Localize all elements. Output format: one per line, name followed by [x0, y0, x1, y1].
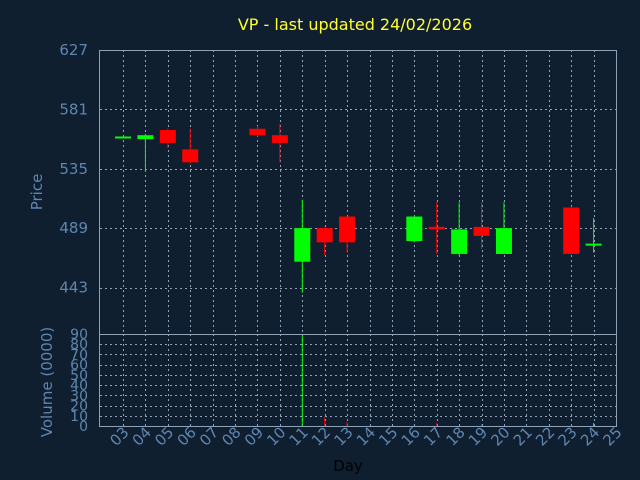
volume-tick-label-20: 20 [70, 399, 88, 415]
price-panel-frame [99, 50, 617, 335]
volume-tick-label-10: 10 [70, 409, 88, 425]
candle-day-16 [406, 216, 423, 243]
candle-day-18 [451, 202, 468, 256]
price-tick-label-627: 627 [59, 41, 88, 59]
candle-day-12 [316, 226, 333, 256]
x-axis-label: Day [333, 457, 363, 475]
candle-day-05 [159, 128, 176, 149]
volume-tick-label-40: 40 [70, 378, 88, 394]
candle-body-18 [451, 229, 468, 254]
candle-day-24 [585, 217, 602, 253]
volume-tick-label-30: 30 [70, 388, 88, 404]
volume-grid [100, 334, 617, 427]
candle-body-04 [137, 135, 154, 140]
volume-axis-label: Volume (0000) [38, 327, 56, 437]
candle-body-03 [115, 136, 131, 139]
candle-body-16 [406, 216, 423, 242]
candle-body-11 [294, 228, 311, 262]
price-tick-label-581: 581 [59, 100, 88, 118]
candle-body-10 [271, 135, 288, 143]
candle-body-05 [159, 130, 176, 143]
candle-body-19 [473, 226, 490, 236]
candle-body-09 [249, 128, 266, 136]
candle-day-13 [339, 216, 356, 253]
candle-body-23 [563, 207, 580, 254]
candles [115, 123, 602, 293]
candle-day-09 [249, 126, 266, 137]
candle-body-17 [428, 226, 445, 230]
chart-title: VP - last updated 24/02/2026 [238, 15, 472, 34]
volume-tick-label-60: 60 [70, 358, 88, 374]
price-tick-label-535: 535 [59, 160, 88, 178]
volume-panel-frame [99, 334, 617, 427]
candle-day-19 [473, 202, 490, 249]
candle-day-10 [271, 123, 288, 163]
candle-day-20 [495, 202, 512, 254]
price-tick-label-489: 489 [59, 219, 88, 237]
candle-body-13 [339, 216, 356, 243]
volume-tick-label-80: 80 [70, 337, 88, 353]
candle-day-11 [294, 199, 311, 293]
volume-tick-label-0: 0 [79, 419, 88, 435]
x-tick-label-25: 25 [599, 423, 625, 449]
candle-day-23 [563, 207, 580, 254]
candle-body-06 [182, 149, 199, 163]
price-tick-labels: 627 581 535 489 443 [59, 41, 88, 297]
volume-tick-label-90: 90 [70, 327, 88, 343]
candle-body-24 [585, 243, 602, 246]
price-tick-label-443: 443 [59, 279, 88, 297]
volume-tick-label-70: 70 [70, 347, 88, 363]
price-axis-label: Price [28, 174, 46, 211]
candle-day-03 [115, 136, 131, 139]
candle-body-20 [495, 228, 512, 254]
volume-bars [301, 336, 595, 426]
candle-body-12 [316, 228, 333, 243]
candle-day-06 [182, 128, 199, 164]
x-tick-labels: 0304050607080910111213141516171819202122… [106, 423, 625, 449]
price-grid [100, 50, 617, 334]
candle-day-04 [137, 133, 154, 172]
candle-day-17 [428, 202, 445, 254]
volume-tick-label-50: 50 [70, 368, 88, 384]
